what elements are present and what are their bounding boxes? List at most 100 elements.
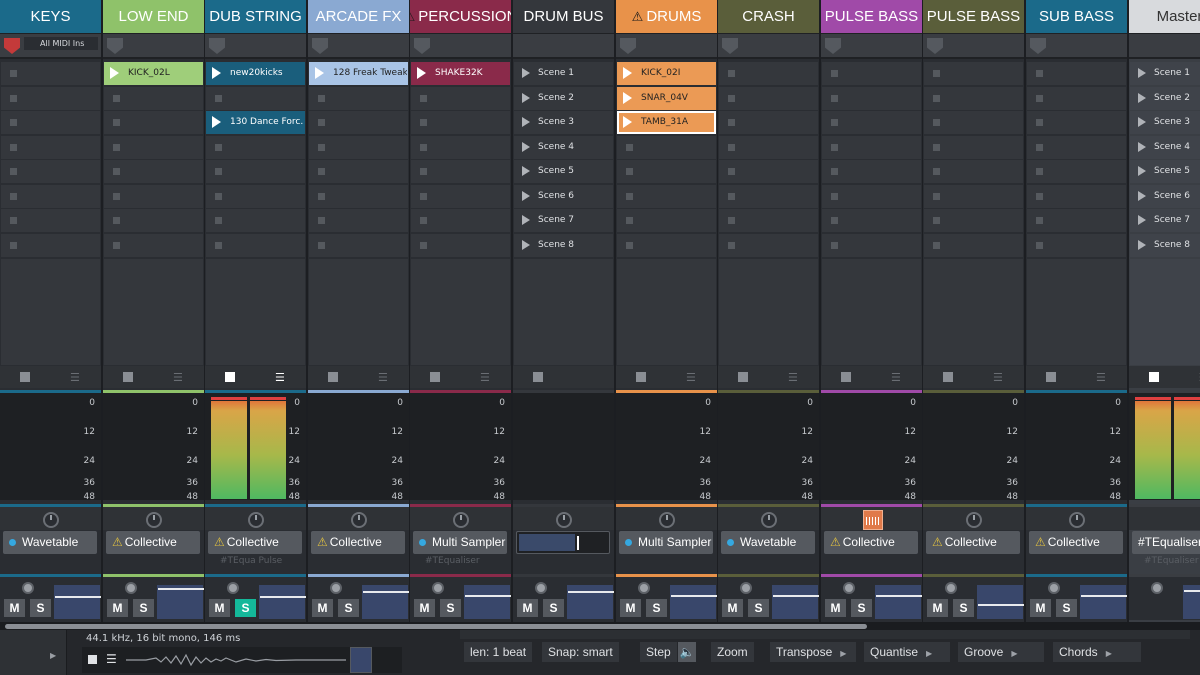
empty-clip-slot[interactable]: [206, 209, 305, 232]
volume-fader[interactable]: [670, 585, 716, 619]
empty-clip-slot[interactable]: [1, 234, 100, 257]
record-arm-icon[interactable]: [927, 38, 943, 54]
clip-slot[interactable]: KICK_02I: [617, 62, 716, 85]
play-icon[interactable]: [110, 67, 119, 79]
expand-arrow-icon[interactable]: ▶: [50, 651, 57, 660]
instrument-plugin[interactable]: ⚠ Collective: [106, 531, 200, 554]
empty-slot-area[interactable]: [514, 259, 613, 365]
empty-slot-area[interactable]: [206, 259, 305, 365]
snap-button[interactable]: Snap: smart: [542, 642, 619, 662]
empty-slot-area[interactable]: [1, 259, 100, 365]
scene-launch[interactable]: Scene 4: [1130, 136, 1200, 159]
track-header[interactable]: ⚠PERCUSSION: [410, 0, 511, 33]
clip-slot[interactable]: 128 Freak Tweak I: [309, 62, 408, 85]
list-icon[interactable]: ☰: [686, 371, 696, 384]
empty-clip-slot[interactable]: [411, 136, 510, 159]
stop-clips-button[interactable]: [123, 372, 133, 382]
solo-button[interactable]: S: [440, 599, 461, 617]
empty-clip-slot[interactable]: [1027, 136, 1126, 159]
pan-knob[interactable]: [227, 582, 239, 594]
empty-clip-slot[interactable]: [617, 136, 716, 159]
pan-knob[interactable]: [945, 582, 957, 594]
empty-clip-slot[interactable]: [924, 136, 1023, 159]
send-knob[interactable]: [966, 512, 982, 528]
stop-clips-button[interactable]: [533, 372, 543, 382]
pan-knob[interactable]: [1048, 582, 1060, 594]
empty-clip-slot[interactable]: [719, 111, 818, 134]
empty-clip-slot[interactable]: [822, 111, 921, 134]
record-arm-icon[interactable]: [620, 38, 636, 54]
empty-clip-slot[interactable]: [924, 160, 1023, 183]
scene-launch[interactable]: Scene 7: [1130, 209, 1200, 232]
mute-button[interactable]: M: [1030, 599, 1051, 617]
empty-clip-slot[interactable]: [104, 87, 203, 110]
mute-button[interactable]: M: [620, 599, 641, 617]
empty-slot-area[interactable]: [719, 259, 818, 365]
scene-launch[interactable]: Scene 2: [514, 87, 613, 110]
send-knob[interactable]: [659, 512, 675, 528]
empty-clip-slot[interactable]: [719, 234, 818, 257]
record-arm-icon[interactable]: [107, 38, 123, 54]
empty-clip-slot[interactable]: [924, 87, 1023, 110]
empty-slot-area[interactable]: [411, 259, 510, 365]
empty-clip-slot[interactable]: [1, 185, 100, 208]
empty-clip-slot[interactable]: [822, 185, 921, 208]
solo-button[interactable]: S: [30, 599, 51, 617]
horizontal-scrollbar[interactable]: [0, 622, 1200, 630]
stop-clips-button[interactable]: [738, 372, 748, 382]
step-button[interactable]: Step: [640, 642, 677, 662]
track-header[interactable]: KEYS: [0, 0, 101, 33]
scene-launch[interactable]: Scene 6: [514, 185, 613, 208]
empty-clip-slot[interactable]: [206, 136, 305, 159]
chords-button[interactable]: Chords ▶: [1053, 642, 1141, 662]
empty-clip-slot[interactable]: [206, 160, 305, 183]
instrument-plugin[interactable]: #TEqualiser: [1132, 531, 1200, 554]
empty-clip-slot[interactable]: [104, 136, 203, 159]
volume-fader[interactable]: [977, 585, 1023, 619]
play-icon[interactable]: [623, 67, 632, 79]
midi-input-select[interactable]: All MIDI Ins: [24, 37, 98, 50]
empty-slot-area[interactable]: [1027, 259, 1126, 365]
empty-clip-slot[interactable]: [1027, 62, 1126, 85]
empty-clip-slot[interactable]: [1027, 111, 1126, 134]
empty-clip-slot[interactable]: [206, 234, 305, 257]
stop-clips-button[interactable]: [328, 372, 338, 382]
empty-slot-area[interactable]: [924, 259, 1023, 365]
volume-fader[interactable]: [259, 585, 305, 619]
empty-clip-slot[interactable]: [719, 160, 818, 183]
mute-button[interactable]: M: [825, 599, 846, 617]
empty-clip-slot[interactable]: [309, 136, 408, 159]
list-icon[interactable]: ☰: [378, 371, 388, 384]
track-header[interactable]: PULSE BASS: [821, 0, 922, 33]
track-header[interactable]: DRUM BUS: [513, 0, 614, 33]
pan-knob[interactable]: [638, 582, 650, 594]
scene-launch[interactable]: Scene 8: [1130, 234, 1200, 257]
scene-launch[interactable]: Scene 8: [514, 234, 613, 257]
track-header[interactable]: CRASH: [718, 0, 819, 33]
empty-clip-slot[interactable]: [822, 87, 921, 110]
stop-clips-button[interactable]: [841, 372, 851, 382]
empty-clip-slot[interactable]: [309, 111, 408, 134]
pan-knob[interactable]: [125, 582, 137, 594]
empty-clip-slot[interactable]: [822, 62, 921, 85]
empty-clip-slot[interactable]: [411, 185, 510, 208]
volume-fader[interactable]: [54, 585, 100, 619]
scene-launch[interactable]: Scene 7: [514, 209, 613, 232]
empty-clip-slot[interactable]: [411, 209, 510, 232]
empty-clip-slot[interactable]: [206, 87, 305, 110]
mute-button[interactable]: M: [927, 599, 948, 617]
pan-knob[interactable]: [535, 582, 547, 594]
mute-button[interactable]: M: [414, 599, 435, 617]
empty-clip-slot[interactable]: [104, 111, 203, 134]
empty-clip-slot[interactable]: [822, 209, 921, 232]
mute-button[interactable]: M: [517, 599, 538, 617]
scene-launch[interactable]: Scene 1: [514, 62, 613, 85]
groove-button[interactable]: Groove ▶: [958, 642, 1044, 662]
volume-fader[interactable]: [362, 585, 408, 619]
zoom-button[interactable]: Zoom: [711, 642, 754, 662]
list-icon[interactable]: ☰: [173, 371, 183, 384]
clip-slot[interactable]: SNAR_04V: [617, 87, 716, 110]
empty-clip-slot[interactable]: [1027, 209, 1126, 232]
solo-button[interactable]: S: [953, 599, 974, 617]
empty-slot-area[interactable]: [617, 259, 716, 365]
